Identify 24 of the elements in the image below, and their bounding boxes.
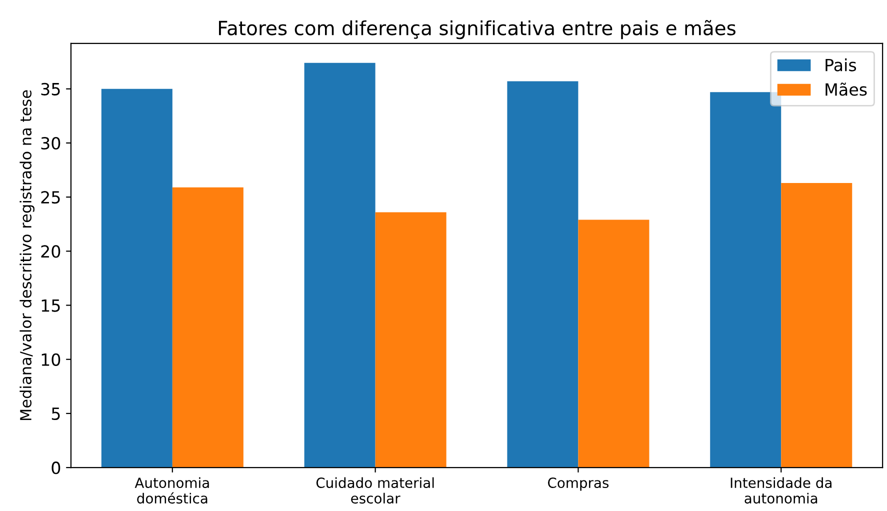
x-tick-label: Autonomia doméstica <box>134 477 209 504</box>
x-tick-label: Compras <box>548 478 609 491</box>
legend-label: Pais <box>826 58 856 72</box>
y-tick-label: 10 <box>42 353 60 366</box>
y-tick-label: 35 <box>41 82 60 96</box>
y-tick-label: 25 <box>41 191 60 204</box>
y-axis-title: Mediana/valor descritivo registrado na tese <box>20 90 34 420</box>
bar <box>375 212 446 468</box>
y-tick-label: 5 <box>52 408 60 420</box>
y-tick-label: 0 <box>52 462 60 474</box>
legend-label: Mães <box>826 82 867 96</box>
bar <box>710 92 782 468</box>
y-tick-label: 30 <box>41 136 60 150</box>
y-tick-label: 15 <box>42 299 60 312</box>
chart-title: Fatores com diferença significativa entre pais e mães <box>219 20 736 40</box>
bar <box>304 62 376 468</box>
bar <box>507 81 578 468</box>
y-tick-label: 20 <box>41 245 60 258</box>
x-tick-label: Intensidade da autonomia <box>730 477 832 504</box>
bar <box>101 88 172 468</box>
bar <box>578 220 650 468</box>
x-tick-label: Cuidado material escolar <box>316 477 434 504</box>
bar <box>172 187 244 468</box>
bar <box>781 183 852 468</box>
